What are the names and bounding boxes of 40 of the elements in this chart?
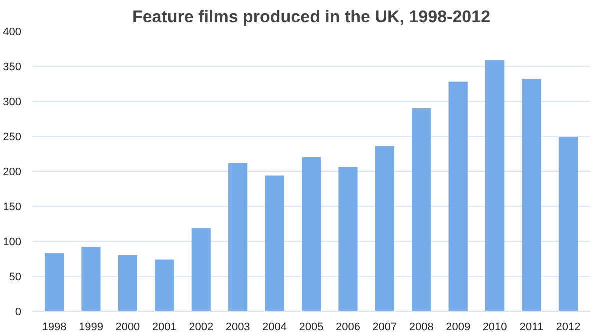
y-tick-label: 100: [3, 236, 22, 248]
x-tick-label: 2002: [189, 322, 214, 333]
bar: [486, 60, 505, 312]
chart-title: Feature films produced in the UK, 1998-2012: [132, 8, 491, 26]
x-tick-label: 2004: [262, 322, 288, 333]
bar: [118, 256, 138, 312]
x-tick-label: 2000: [116, 322, 140, 333]
x-tick-label: 2007: [372, 322, 398, 333]
x-tick-label: 1998: [42, 322, 67, 333]
bar: [44, 253, 64, 312]
bar: [338, 167, 358, 312]
x-tick-label: 2011: [520, 322, 544, 333]
bar: [448, 82, 468, 312]
x-tick-label: 2012: [556, 322, 581, 333]
bar: [522, 79, 542, 312]
x-tick-label: 2008: [409, 322, 434, 333]
y-tick-label: 350: [3, 62, 22, 74]
bar: [412, 108, 432, 312]
y-tick-label: 300: [3, 96, 22, 108]
bar: [82, 247, 101, 312]
bar: [558, 137, 578, 312]
x-tick-label: 2006: [336, 322, 360, 333]
bar: [228, 163, 248, 312]
y-tick-label: 400: [3, 26, 22, 38]
x-tick-label: 2005: [299, 322, 324, 333]
bar: [192, 228, 211, 312]
bar: [302, 158, 322, 312]
bar: [155, 260, 174, 312]
bar: [375, 146, 394, 312]
bar: [265, 176, 284, 312]
x-tick-label: 2009: [446, 322, 471, 333]
x-tick-label: 2010: [482, 322, 508, 333]
y-tick-label: 50: [9, 272, 22, 284]
y-tick-label: 0: [15, 306, 22, 318]
x-tick-label: 1999: [79, 322, 104, 333]
y-tick-label: 150: [3, 202, 22, 214]
x-tick-label: 2001: [152, 322, 177, 333]
x-tick-label: 2003: [226, 322, 250, 333]
y-tick-label: 250: [3, 132, 22, 144]
y-tick-label: 200: [3, 166, 22, 178]
